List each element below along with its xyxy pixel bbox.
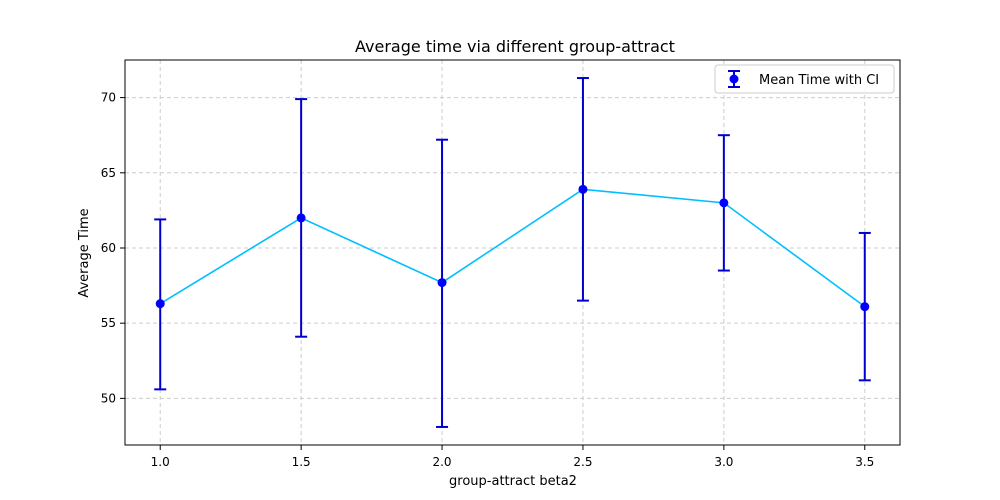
x-tick-label: 3.0 bbox=[714, 455, 733, 469]
data-point bbox=[578, 184, 588, 194]
legend-box bbox=[714, 64, 895, 94]
x-tick-label: 2.0 bbox=[432, 455, 451, 469]
data-point bbox=[296, 213, 306, 223]
chart-title: Average time via different group-attract bbox=[355, 37, 675, 56]
grid-lines bbox=[125, 60, 900, 445]
axes: 1.0 1.5 2.0 2.5 3.0 3.5 50 55 60 65 70 bbox=[101, 59, 901, 469]
x-tick-label: 2.5 bbox=[573, 455, 592, 469]
plot-frame bbox=[124, 59, 901, 446]
legend-entry-label: Mean Time with CI bbox=[759, 73, 879, 88]
data-point bbox=[860, 302, 870, 312]
x-tick-label: 1.5 bbox=[292, 455, 311, 469]
x-axis-label: group-attract beta2 bbox=[449, 474, 577, 489]
series-line bbox=[159, 188, 866, 308]
x-tick-label: 3.5 bbox=[855, 455, 874, 469]
y-tick-label: 60 bbox=[101, 241, 116, 255]
series-layer bbox=[154, 77, 871, 428]
legend: Mean Time with CI bbox=[714, 64, 895, 94]
y-tick-label: 55 bbox=[101, 316, 116, 330]
legend-errorbar-icon bbox=[728, 70, 740, 88]
data-point bbox=[719, 198, 729, 208]
y-tick-label: 65 bbox=[101, 166, 116, 180]
data-point bbox=[155, 299, 165, 309]
y-tick-label: 70 bbox=[101, 91, 116, 105]
data-point bbox=[437, 278, 447, 288]
y-axis-label: Average Time bbox=[77, 208, 92, 297]
x-tick-label: 1.0 bbox=[151, 455, 170, 469]
y-tick-label: 50 bbox=[101, 391, 116, 405]
